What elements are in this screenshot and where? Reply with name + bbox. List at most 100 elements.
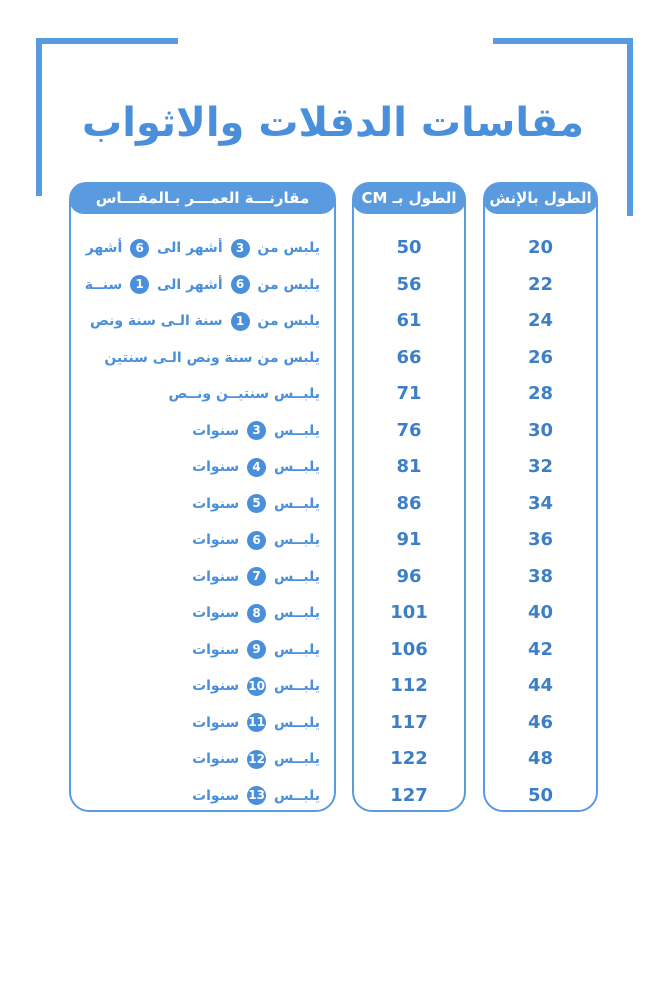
age-text: سنوات bbox=[192, 495, 240, 512]
age-row: يلبــس سنتيــن ونــص bbox=[71, 376, 334, 413]
inch-value: 36 bbox=[527, 529, 554, 550]
number-badge: 6 bbox=[130, 238, 150, 258]
number-badge: 7 bbox=[247, 567, 267, 586]
inch-value: 40 bbox=[527, 602, 554, 623]
age-row: يلبــس 11 سنوات bbox=[71, 705, 334, 742]
age-text: يلبس من سنة ونص الـى سنتين bbox=[104, 349, 320, 366]
age-row: يلبــس 5 سنوات bbox=[71, 486, 334, 523]
age-column-header: مقارنـــة العمـــر بـالمقـــاس bbox=[69, 182, 336, 214]
age-row: يلبــس 8 سنوات bbox=[71, 595, 334, 632]
age-text: يلبــس bbox=[273, 787, 320, 804]
age-row: يلبــس 4 سنوات bbox=[71, 449, 334, 486]
cm-value: 86 bbox=[396, 492, 422, 514]
age-text: يلبــس bbox=[273, 568, 320, 585]
age-text: سنوات bbox=[192, 532, 240, 548]
age-text: سنوات bbox=[192, 714, 240, 731]
number-badge: 3 bbox=[247, 421, 267, 440]
cm-value: 101 bbox=[390, 602, 428, 623]
age-text: يلبــس bbox=[273, 751, 320, 767]
number-badge: 3 bbox=[230, 238, 250, 258]
age-text: يلبــس سنتيــن ونــص bbox=[168, 386, 320, 402]
number-badge: 8 bbox=[247, 603, 267, 623]
cm-value: 71 bbox=[396, 383, 422, 404]
inch-value: 30 bbox=[527, 419, 554, 441]
inch-value: 50 bbox=[527, 784, 554, 806]
age-text: سنوات bbox=[192, 751, 240, 767]
cm-value: 96 bbox=[396, 565, 422, 587]
cm-value: 76 bbox=[396, 419, 422, 441]
age-row: يلبــس 12 سنوات bbox=[71, 741, 334, 778]
cm-value: 61 bbox=[396, 310, 422, 331]
age-text: سنــة bbox=[84, 276, 123, 293]
inch-column: الطول بالإنش 20 22 24 26 28 30 32 34 36 38 40 42 44 4… bbox=[483, 182, 598, 812]
number-badge: 9 bbox=[247, 640, 267, 659]
cm-value: 81 bbox=[396, 456, 422, 477]
cm-value: 117 bbox=[390, 711, 428, 733]
number-badge: 13 bbox=[247, 786, 267, 805]
inch-value: 28 bbox=[527, 383, 554, 404]
cm-value: 106 bbox=[390, 638, 428, 660]
age-text: سنوات bbox=[192, 787, 240, 804]
cm-value: 91 bbox=[396, 529, 422, 550]
age-column: مقارنـــة العمـــر بـالمقـــاس يلبس من 3… bbox=[69, 182, 336, 812]
age-text: يلبــس bbox=[273, 678, 320, 694]
age-text: يلبس من bbox=[257, 240, 320, 256]
cm-column-header: الطول بـ CM bbox=[352, 182, 466, 214]
inch-value: 46 bbox=[527, 711, 554, 733]
number-badge: 6 bbox=[247, 530, 267, 550]
inch-value: 26 bbox=[527, 346, 554, 368]
cm-value: 122 bbox=[390, 748, 428, 769]
inch-value: 22 bbox=[527, 273, 554, 295]
age-text: سنوات bbox=[192, 422, 240, 439]
cm-value: 66 bbox=[396, 346, 422, 368]
age-text: يلبــس bbox=[273, 459, 320, 475]
age-text: يلبس من bbox=[257, 276, 320, 293]
age-row: يلبــس 9 سنوات bbox=[71, 632, 334, 669]
inch-value: 34 bbox=[527, 492, 554, 514]
age-text: سنوات bbox=[192, 678, 240, 694]
age-row: يلبــس 3 سنوات bbox=[71, 413, 334, 450]
inch-value: 38 bbox=[527, 565, 554, 587]
age-row: يلبــس 13 سنوات bbox=[71, 778, 334, 815]
corner-bracket-top-right bbox=[493, 38, 633, 216]
age-row: يلبــس 6 سنوات bbox=[71, 522, 334, 559]
cm-value: 50 bbox=[396, 237, 422, 258]
age-text: سنوات bbox=[192, 641, 240, 658]
age-text: أشهر bbox=[85, 240, 123, 256]
inch-value: 48 bbox=[527, 748, 554, 769]
number-badge: 5 bbox=[247, 494, 267, 513]
age-text: سنوات bbox=[192, 568, 240, 585]
number-badge: 4 bbox=[247, 457, 267, 477]
age-text: يلبــس bbox=[273, 641, 320, 658]
age-text: سنة الـى سنة ونص bbox=[89, 313, 223, 329]
inch-value: 24 bbox=[527, 310, 554, 331]
number-badge: 1 bbox=[230, 311, 250, 331]
number-badge: 12 bbox=[247, 749, 267, 769]
number-badge: 6 bbox=[230, 275, 250, 294]
age-text: يلبس من bbox=[257, 313, 320, 329]
age-text: يلبــس bbox=[273, 605, 320, 621]
age-row: يلبــس 7 سنوات bbox=[71, 559, 334, 596]
age-text: يلبــس bbox=[273, 714, 320, 731]
cm-value: 127 bbox=[390, 784, 428, 806]
age-text: يلبــس bbox=[273, 532, 320, 548]
age-row: يلبــس 10 سنوات bbox=[71, 668, 334, 705]
age-row: يلبس من 3 أشهر الى 6 أشهر bbox=[71, 230, 334, 267]
inch-value: 32 bbox=[527, 456, 554, 477]
inch-value: 42 bbox=[527, 638, 554, 660]
cm-value: 56 bbox=[396, 273, 422, 295]
age-row: يلبس من 1 سنة الـى سنة ونص bbox=[71, 303, 334, 340]
age-row: يلبس من 6 أشهر الى 1 سنــة bbox=[71, 267, 334, 304]
inch-value: 20 bbox=[527, 237, 554, 258]
inch-value: 44 bbox=[527, 675, 554, 696]
age-text: أشهر الى bbox=[157, 240, 223, 256]
cm-column: الطول بـ CM 50 56 61 66 71 76 81 86 91 96 101 106 11… bbox=[352, 182, 466, 812]
age-text: سنوات bbox=[192, 459, 240, 475]
corner-bracket-top-left bbox=[36, 38, 178, 196]
number-badge: 11 bbox=[247, 713, 267, 732]
age-row: يلبس من سنة ونص الـى سنتين bbox=[71, 340, 334, 377]
cm-value: 112 bbox=[390, 675, 428, 696]
age-text: سنوات bbox=[192, 605, 240, 621]
age-text: أشهر الى bbox=[157, 276, 223, 293]
age-text: يلبــس bbox=[273, 495, 320, 512]
